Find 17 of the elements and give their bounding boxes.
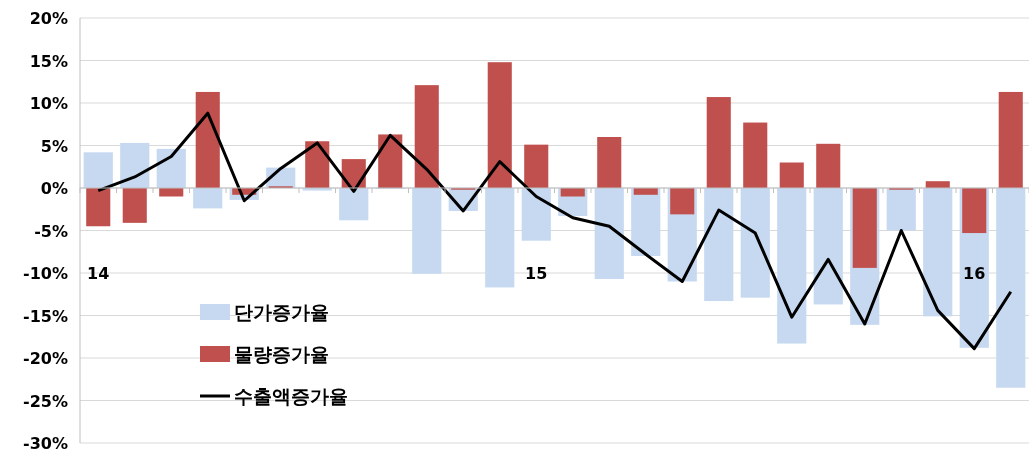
y-tick-label: 5%	[40, 136, 68, 156]
y-tick-label: -25%	[23, 391, 68, 411]
legend-label: 수출액증가율	[234, 385, 348, 407]
y-tick-label: 0%	[40, 179, 68, 198]
y-tick-label: 10%	[29, 94, 68, 113]
legend-label: 단가증가율	[234, 301, 329, 323]
y-tick-label: 15%	[29, 51, 68, 71]
y-tick-label: 20%	[29, 9, 68, 28]
y-tick-label: -20%	[23, 349, 68, 368]
x-tick-label: 15	[525, 264, 548, 283]
x-tick-label: 16	[963, 264, 986, 283]
legend-label: 물량증가율	[234, 343, 329, 365]
y-tick-label: -10%	[23, 264, 68, 283]
y-tick-label: -30%	[23, 434, 68, 450]
y-tick-label: -5%	[34, 221, 68, 241]
y-tick-label: -15%	[23, 306, 68, 326]
x-tick-label: 14	[87, 264, 110, 283]
